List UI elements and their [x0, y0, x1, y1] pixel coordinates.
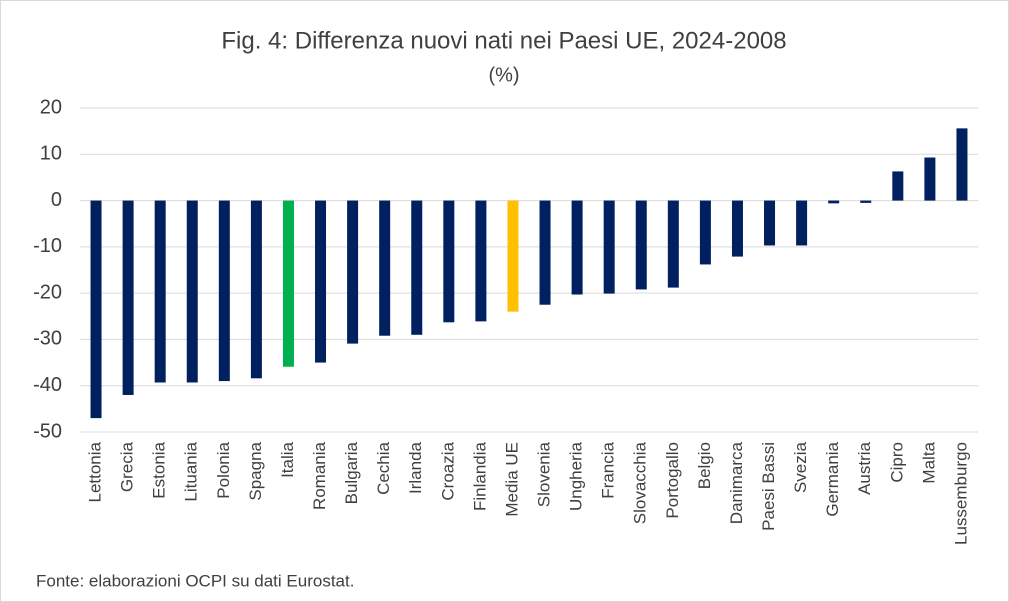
bar [603, 200, 615, 294]
bar [539, 200, 551, 305]
x-tick-label: Romania [310, 441, 329, 510]
bar [411, 200, 423, 335]
y-tick-label: -10 [33, 235, 62, 257]
bar [699, 200, 711, 265]
x-tick-label: Media UE [502, 442, 521, 517]
bar [282, 200, 294, 367]
y-tick-label: -50 [33, 420, 62, 442]
bar [218, 200, 230, 382]
y-tick-label: 20 [40, 96, 62, 118]
source-note: Fonte: elaborazioni OCPI su dati Eurosta… [36, 571, 354, 590]
x-tick-label: Belgio [695, 442, 714, 489]
x-tick-label: Lettonia [86, 441, 105, 502]
x-tick-label: Portogallo [663, 442, 682, 519]
x-tick-label: Francia [599, 441, 618, 498]
y-tick-label: -30 [33, 328, 62, 350]
x-tick-label: Malta [919, 441, 938, 483]
bar [507, 200, 519, 312]
bar [90, 200, 102, 419]
x-tick-label: Bulgaria [342, 441, 361, 504]
y-tick-label: 10 [40, 143, 62, 165]
bar [892, 171, 904, 201]
x-tick-label: Italia [278, 441, 297, 477]
x-tick-label: Cechia [374, 441, 393, 494]
x-tick-label: Cipro [887, 442, 906, 483]
bar [347, 200, 359, 344]
x-tick-label: Spagna [246, 441, 265, 500]
bar [475, 200, 487, 322]
x-tick-label: Paesi Bassi [759, 442, 778, 531]
bar [764, 200, 776, 246]
x-tick-label: Grecia [118, 441, 137, 492]
bar [315, 200, 327, 363]
bar [956, 128, 968, 201]
bar [379, 200, 391, 336]
x-tick-label: Irlanda [406, 441, 425, 494]
y-tick-label: -40 [33, 374, 62, 396]
bar [186, 200, 198, 383]
bar [667, 200, 679, 288]
y-tick-label: -20 [33, 281, 62, 303]
bar [250, 200, 262, 379]
chart-subtitle: (%) [488, 64, 519, 86]
bar [122, 200, 134, 395]
x-tick-label: Germania [823, 441, 842, 516]
x-tick-label: Slovacchia [631, 441, 650, 524]
x-tick-label: Estonia [150, 441, 169, 498]
x-tick-label: Slovenia [535, 441, 554, 507]
x-tick-label: Austria [855, 441, 874, 494]
x-tick-label: Danimarca [727, 441, 746, 524]
bar [796, 200, 808, 246]
bar [571, 200, 583, 295]
x-tick-label: Lussemburgo [951, 442, 970, 545]
bar [154, 200, 166, 383]
bar [924, 157, 936, 201]
x-tick-label: Finlandia [470, 441, 489, 511]
x-tick-label: Svezia [791, 441, 810, 493]
bar [443, 200, 455, 323]
y-tick-label: 0 [51, 189, 62, 211]
bar [635, 200, 647, 290]
bar [731, 200, 743, 257]
x-tick-label: Croazia [438, 441, 457, 500]
x-tick-label: Lituania [182, 441, 201, 501]
x-tick-label: Polonia [214, 441, 233, 498]
chart-title: Fig. 4: Differenza nuovi nati nei Paesi … [221, 27, 786, 54]
x-tick-label: Ungheria [567, 441, 586, 511]
bar [828, 200, 840, 204]
bar [860, 200, 872, 203]
